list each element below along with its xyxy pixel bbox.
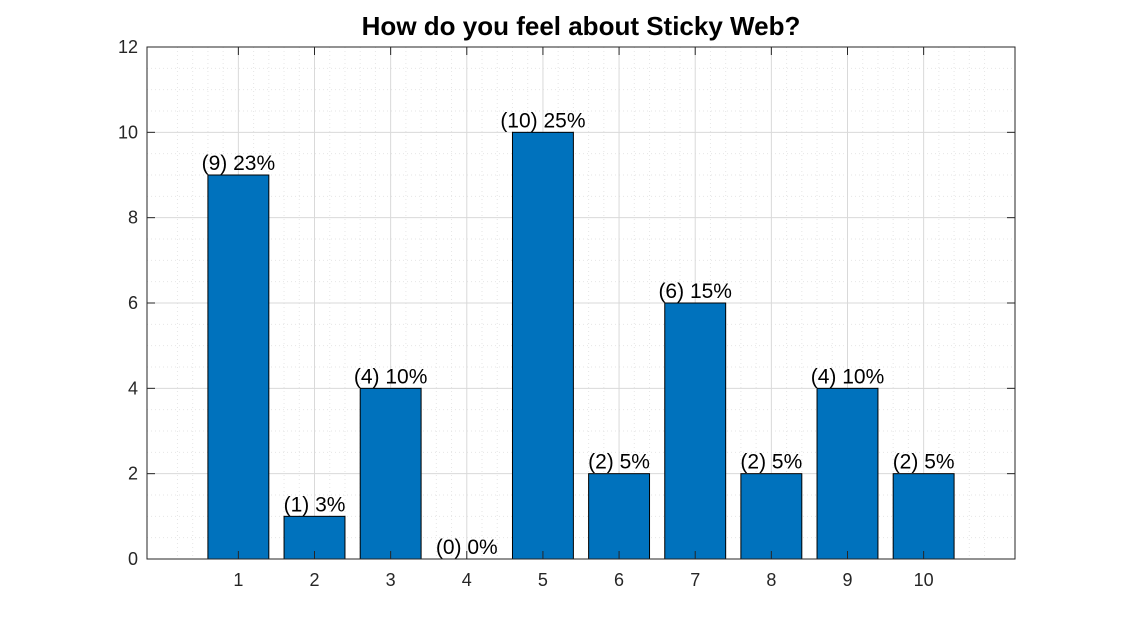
data-label-5: (10) 25% [500, 109, 585, 132]
x-tick-label: 9 [842, 570, 852, 590]
x-tick-label: 1 [233, 570, 243, 590]
data-label-4: (0) 0% [436, 536, 498, 559]
x-tick-label: 10 [914, 570, 934, 590]
data-label-3: (4) 10% [354, 365, 428, 388]
y-tick-label: 2 [128, 464, 138, 484]
bar-8 [740, 473, 803, 560]
x-tick-label: 6 [614, 570, 624, 590]
bar-6 [588, 473, 651, 560]
bar-5 [511, 131, 574, 560]
chart-title: How do you feel about Sticky Web? [362, 11, 801, 41]
bar-7 [664, 302, 727, 560]
y-tick-label: 8 [128, 208, 138, 228]
x-tick-label: 4 [462, 570, 472, 590]
data-label-1: (9) 23% [202, 152, 276, 175]
x-tick-label: 7 [690, 570, 700, 590]
bar-3 [359, 387, 422, 560]
y-tick-label: 10 [118, 122, 138, 142]
data-label-9: (4) 10% [811, 365, 885, 388]
bars [207, 131, 955, 560]
data-label-2: (1) 3% [284, 493, 346, 516]
bar-10 [892, 473, 955, 560]
bar-9 [816, 387, 879, 560]
y-tick-label: 4 [128, 378, 138, 398]
x-tick-label: 8 [766, 570, 776, 590]
y-tick-label: 6 [128, 293, 138, 313]
data-label-7: (6) 15% [658, 280, 732, 303]
x-tick-label: 3 [386, 570, 396, 590]
bar-1 [207, 174, 270, 560]
data-label-8: (2) 5% [740, 451, 802, 474]
data-labels: (9) 23% (1) 3% (4) 10% (0) 0% (10) 25% (2) 5%… [202, 109, 955, 559]
data-label-6: (2) 5% [588, 451, 650, 474]
x-tick-label: 5 [538, 570, 548, 590]
data-label-10: (2) 5% [893, 451, 955, 474]
y-tick-label: 12 [118, 37, 138, 57]
y-tick-label: 0 [128, 549, 138, 569]
x-tick-label: 2 [310, 570, 320, 590]
